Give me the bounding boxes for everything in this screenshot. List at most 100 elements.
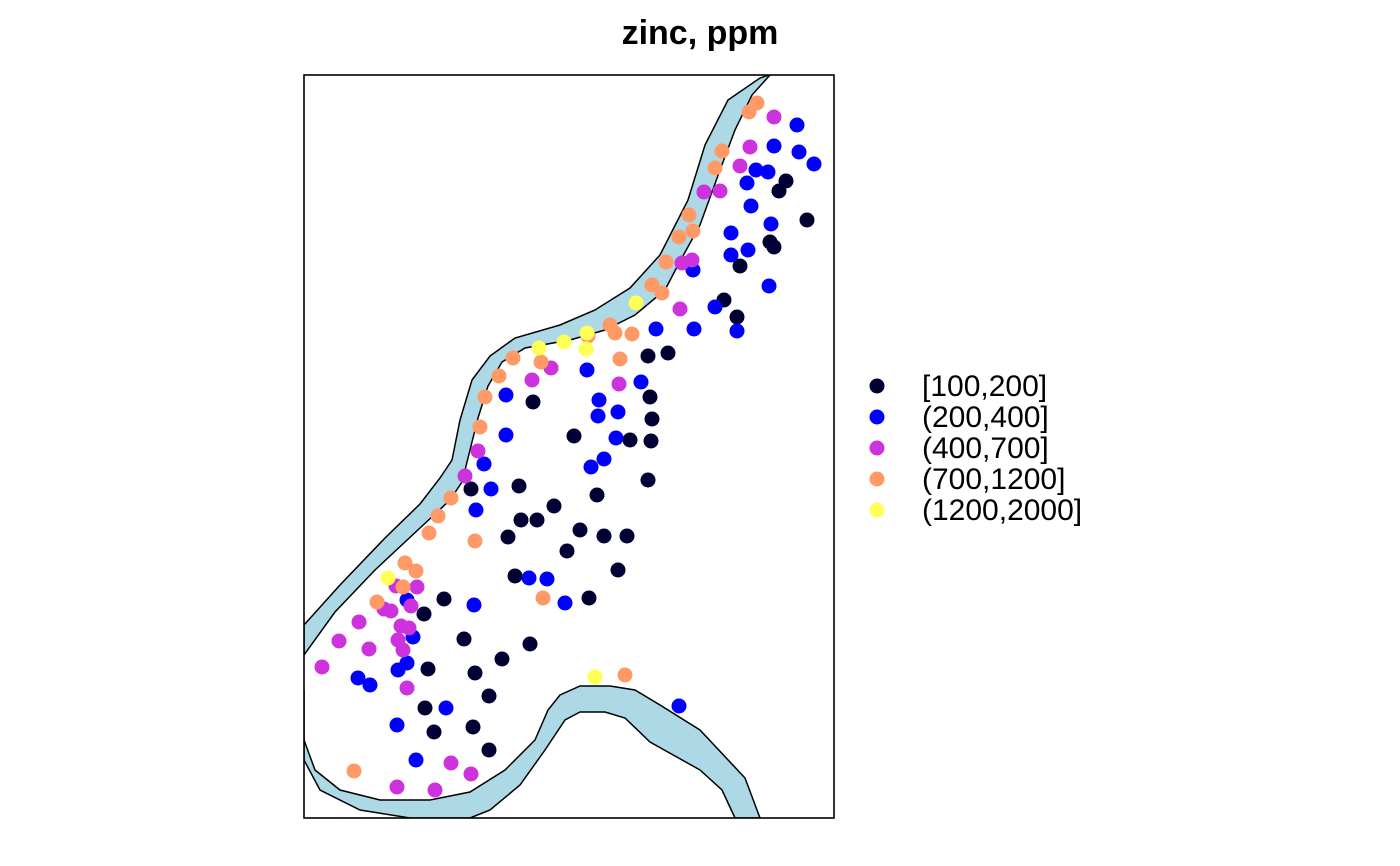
data-point — [481, 742, 497, 758]
data-point — [729, 323, 745, 339]
data-point — [658, 254, 674, 270]
data-point — [583, 459, 599, 475]
data-point — [640, 472, 656, 488]
data-point — [389, 779, 405, 795]
data-point — [587, 669, 603, 685]
data-point — [591, 392, 607, 408]
data-point — [608, 430, 624, 446]
data-point — [346, 763, 362, 779]
data-point — [472, 419, 488, 435]
data-point — [546, 498, 562, 514]
data-point — [696, 184, 712, 200]
data-point — [707, 299, 723, 315]
data-point — [498, 387, 514, 403]
data-point — [491, 368, 507, 384]
legend-label: [100,200] — [922, 370, 1047, 403]
data-point — [524, 372, 540, 388]
data-point — [533, 354, 549, 370]
data-point — [511, 478, 527, 494]
legend-label: (400,700] — [922, 432, 1049, 465]
data-point — [350, 670, 366, 686]
data-point — [685, 223, 701, 239]
data-point — [739, 175, 755, 191]
data-point — [468, 502, 484, 518]
data-point — [314, 659, 330, 675]
data-point — [416, 606, 432, 622]
data-point — [742, 139, 758, 155]
data-point — [420, 661, 436, 677]
chart-title: zinc, ppm — [622, 14, 779, 52]
data-point — [617, 667, 633, 683]
data-point — [761, 278, 777, 294]
legend-marker — [869, 471, 885, 487]
data-point — [507, 568, 523, 584]
data-point — [579, 325, 595, 341]
data-point — [463, 481, 479, 497]
data-point — [498, 427, 514, 443]
legend-marker — [869, 409, 885, 425]
data-point — [612, 351, 628, 367]
data-point — [572, 522, 588, 538]
data-point — [806, 156, 822, 172]
data-point — [557, 595, 573, 611]
data-point — [457, 468, 473, 484]
data-point — [748, 162, 764, 178]
data-point — [525, 394, 541, 410]
data-point — [610, 562, 626, 578]
data-point — [771, 183, 787, 199]
data-point — [408, 563, 424, 579]
data-point — [707, 160, 723, 176]
data-point — [640, 348, 656, 364]
data-point — [674, 255, 690, 271]
data-point — [409, 579, 425, 595]
data-point — [467, 533, 483, 549]
legend-label: (200,400] — [922, 401, 1049, 434]
data-point — [642, 389, 658, 405]
data-point — [671, 229, 687, 245]
data-point — [463, 766, 479, 782]
legend-marker — [869, 378, 885, 394]
data-point — [529, 512, 545, 528]
data-point — [596, 451, 612, 467]
data-point — [383, 603, 399, 619]
data-point — [481, 688, 497, 704]
data-point — [590, 408, 606, 424]
data-point — [723, 225, 739, 241]
data-point — [403, 598, 419, 614]
data-point — [714, 143, 730, 159]
data-point — [660, 345, 676, 361]
data-point — [729, 309, 745, 325]
data-point — [397, 555, 413, 571]
data-point — [743, 198, 759, 214]
data-point — [723, 247, 739, 263]
data-point — [559, 543, 575, 559]
data-point — [466, 597, 482, 613]
data-point — [522, 636, 538, 652]
data-point — [686, 321, 702, 337]
data-point — [566, 428, 582, 444]
data-point — [644, 277, 660, 293]
data-point — [399, 680, 415, 696]
legend-label: (1200,2000] — [922, 494, 1082, 527]
data-point — [417, 700, 433, 716]
data-point — [380, 570, 396, 586]
data-point — [619, 528, 635, 544]
data-point — [648, 321, 664, 337]
data-point — [477, 389, 493, 405]
plot-frame — [303, 74, 835, 819]
data-point — [610, 404, 626, 420]
data-point — [633, 374, 649, 390]
data-point — [421, 525, 437, 541]
legend-marker — [869, 440, 885, 456]
data-point — [426, 724, 442, 740]
legend-marker — [869, 502, 885, 518]
data-point — [766, 239, 782, 255]
data-point — [622, 432, 638, 448]
data-point — [430, 508, 446, 524]
data-point — [331, 633, 347, 649]
data-point — [361, 641, 377, 657]
data-point — [596, 528, 612, 544]
data-point — [438, 700, 454, 716]
data-point — [395, 579, 411, 595]
